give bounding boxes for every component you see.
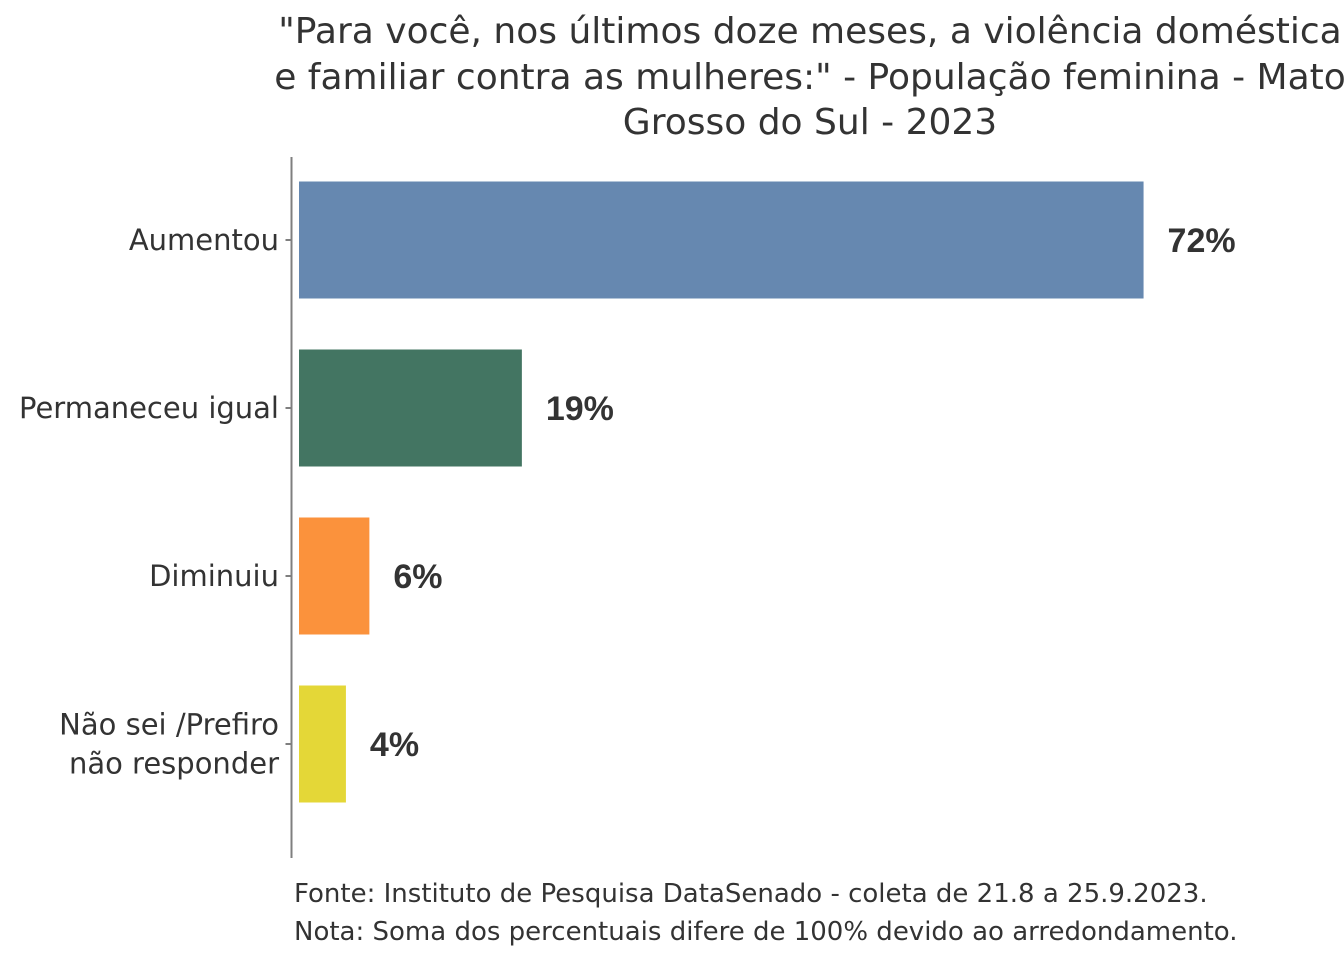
chart-title-line-1: "Para você, nos últimos doze meses, a vi… [278, 11, 1342, 52]
plot-area: Aumentou 72% Permaneceu igual 19% Diminuiu 6%… [19, 181, 1236, 803]
value-label: 4% [370, 726, 419, 764]
bar [299, 685, 346, 803]
chart-title: "Para você, nos últimos doze meses, a vi… [274, 11, 1344, 143]
bar [299, 181, 1144, 299]
category-label: Não sei /Prefiro não responder [59, 708, 279, 781]
value-label: 6% [393, 558, 442, 596]
caption-note: Nota: Soma dos percentuais difere de 100… [294, 917, 1238, 947]
caption-source: Fonte: Instituto de Pesquisa DataSenado … [294, 879, 1208, 909]
chart-caption: Fonte: Instituto de Pesquisa DataSenado … [294, 879, 1238, 947]
category-label: Aumentou [129, 223, 279, 257]
bar [299, 517, 370, 635]
value-label: 72% [1168, 222, 1236, 260]
chart-title-line-3: Grosso do Sul - 2023 [623, 102, 997, 143]
value-label: 19% [546, 390, 614, 428]
bar [299, 349, 522, 467]
chart-title-line-2: e familiar contra as mulheres:" - Popula… [274, 57, 1344, 98]
category-label: Permaneceu igual [19, 391, 279, 425]
category-label: Diminuiu [149, 559, 279, 593]
